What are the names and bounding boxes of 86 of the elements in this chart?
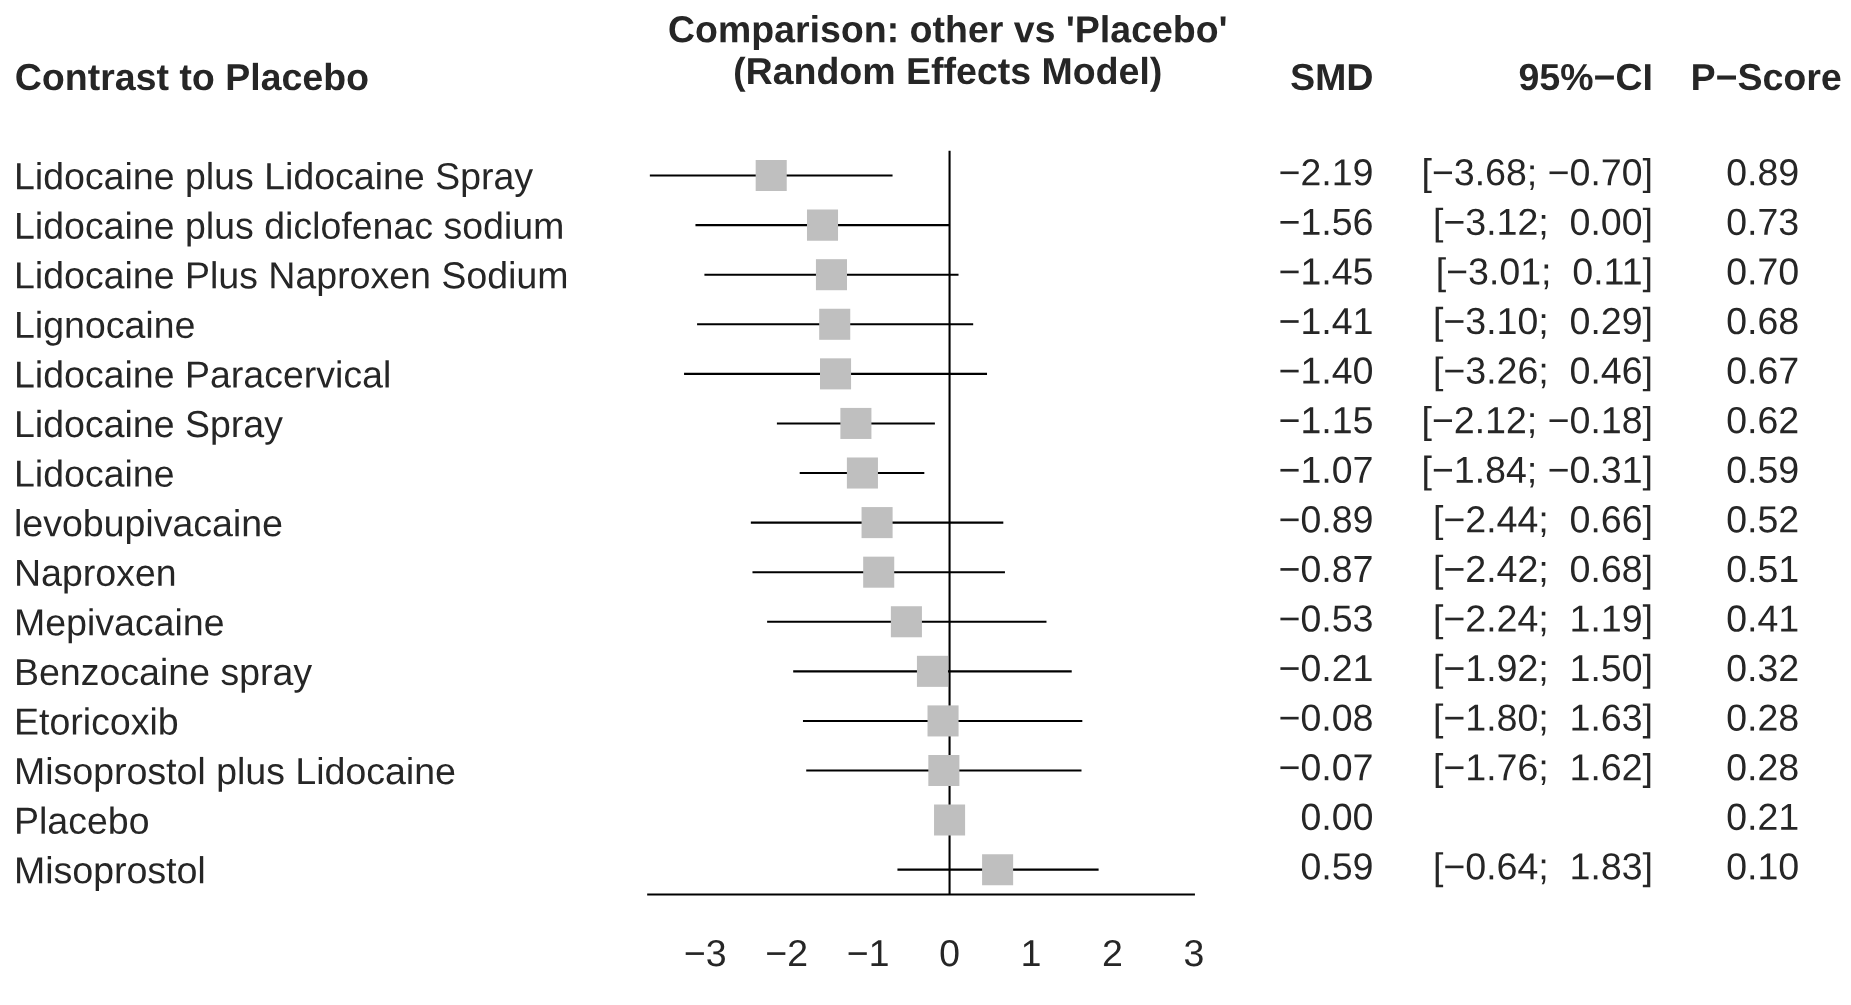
y-tick-label: Lidocaine Plus Naproxen Sodium	[17, 261, 567, 297]
y-tick-label: Lignocaine	[17, 310, 194, 346]
text: 0.89	[1727, 159, 1798, 186]
point	[840, 407, 872, 439]
chart-title: Comparison: other vs 'Placebo' (Random Effects Model)	[669, 15, 1226, 92]
text: 0.59	[1727, 456, 1798, 484]
point	[819, 308, 851, 340]
text: 0.67	[1727, 357, 1798, 384]
data-label: −1.15	[1280, 407, 1372, 434]
x-tick-label: 3	[1184, 939, 1203, 967]
point	[861, 507, 893, 539]
point	[927, 705, 959, 737]
data-label: 0.59	[1301, 853, 1372, 880]
y-tick-label: Misoprostol	[17, 856, 204, 892]
data-label: −1.56	[1280, 208, 1372, 236]
data-label: −2.19	[1280, 159, 1372, 186]
text: [−1.92; 1.50]	[1435, 653, 1651, 689]
data-label: −0.53	[1280, 605, 1372, 632]
data-label: −1.45	[1280, 258, 1372, 285]
x-tick-label: −1	[848, 940, 888, 967]
text: [−2.42; 0.68]	[1435, 554, 1651, 590]
text: [−2.44; 0.66]	[1435, 505, 1651, 541]
y-tick-label: Benzocaine spray	[17, 657, 313, 693]
point	[863, 556, 895, 588]
text: 0.32	[1727, 654, 1798, 682]
text: [−0.64; 1.83]	[1435, 852, 1651, 888]
x-tick-label: 1	[1023, 940, 1040, 967]
y-tick-label: Lidocaine	[17, 459, 173, 487]
point	[934, 804, 966, 836]
text: 0.21	[1727, 803, 1798, 831]
text: [−3.01; 0.11]	[1438, 257, 1651, 293]
y-tick-label: Lidocaine plus Lidocaine Spray	[17, 161, 534, 197]
text: SMD	[1291, 63, 1372, 91]
point	[755, 160, 787, 192]
point	[982, 854, 1014, 886]
text: 0.68	[1727, 307, 1798, 335]
point	[916, 655, 948, 687]
y-tick-label: Lidocaine plus diclofenac sodium	[17, 211, 562, 247]
data-label: −0.21	[1280, 654, 1372, 682]
point	[928, 754, 960, 787]
y-tick-label: Placebo	[17, 806, 148, 835]
y-tick-label: Lidocaine Paracervical	[17, 360, 389, 388]
point	[890, 606, 922, 638]
data-label: −0.08	[1280, 704, 1372, 731]
text: [−1.76; 1.62]	[1435, 753, 1651, 788]
y-tick-label: Mepivacaine	[17, 608, 223, 644]
text: [−2.24; 1.19]	[1435, 604, 1651, 640]
x-tick-label: −3	[685, 939, 725, 967]
data-label: −1.07	[1280, 456, 1372, 484]
point	[806, 209, 839, 241]
text: P−Score	[1693, 63, 1841, 91]
text: [−3.12; 0.00]	[1435, 207, 1651, 243]
x-tick-label: 2	[1103, 939, 1121, 967]
text: [−2.12; −0.18]	[1424, 405, 1651, 441]
y-tick-label: levobupivacaine	[16, 509, 282, 544]
x-tick-label: −2	[767, 939, 807, 967]
data-label: −0.07	[1280, 754, 1372, 781]
data-label: −0.87	[1280, 555, 1372, 583]
y-tick-label: Naproxen	[17, 559, 175, 594]
text: [−1.80; 1.63]	[1435, 703, 1651, 739]
y-tick-label: Lidocaine Spray	[17, 409, 283, 445]
text: 0.52	[1727, 506, 1798, 533]
point	[820, 358, 852, 390]
text: 0.28	[1727, 754, 1798, 781]
text: 0.10	[1727, 853, 1798, 880]
text: [−3.10; 0.29]	[1435, 306, 1651, 342]
text: [−3.26; 0.46]	[1435, 356, 1651, 392]
text: [−3.68; −0.70]	[1424, 158, 1651, 194]
data-label: 0.00	[1301, 803, 1372, 831]
data-label: −0.89	[1280, 506, 1372, 533]
point	[815, 259, 847, 291]
y-tick-label: Etoricoxib	[17, 707, 178, 735]
text: Contrast to Placebo	[16, 62, 368, 91]
text: 0.73	[1727, 208, 1798, 236]
data-label: −1.41	[1280, 308, 1372, 334]
x-tick-label: 0	[940, 939, 959, 967]
text: 0.28	[1727, 704, 1798, 731]
text: [−1.84; −0.31]	[1424, 455, 1651, 491]
text: 0.51	[1727, 555, 1798, 583]
text: 0.41	[1727, 605, 1798, 632]
data-label: −1.40	[1280, 357, 1372, 384]
point	[846, 457, 878, 489]
text: 95%−CI	[1519, 63, 1651, 91]
text: 0.62	[1727, 406, 1798, 434]
text: 0.70	[1727, 258, 1798, 285]
y-tick-label: Misoprostol plus Lidocaine	[17, 756, 455, 792]
